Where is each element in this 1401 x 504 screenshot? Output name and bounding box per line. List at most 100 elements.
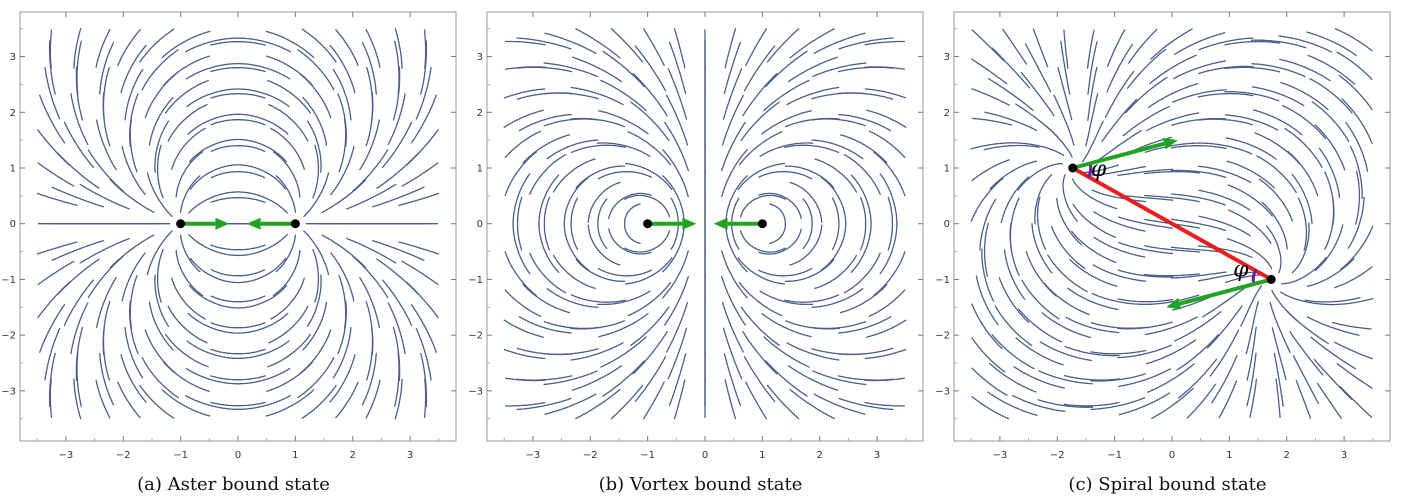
streamline (338, 118, 347, 173)
streamline (838, 397, 894, 411)
streamline (268, 305, 309, 344)
streamline (831, 197, 840, 251)
streamline (1091, 189, 1147, 203)
streamline (838, 316, 892, 334)
streamline (210, 197, 266, 203)
streamline (721, 250, 748, 299)
streamline (1065, 316, 1120, 334)
arrow-head (215, 217, 230, 230)
y-tick-label: −1 (468, 275, 483, 286)
streamline (1143, 273, 1201, 277)
streamline (171, 127, 206, 170)
streamline (387, 93, 406, 146)
x-tick-label: 0 (702, 450, 708, 461)
streamline (167, 104, 208, 142)
streamline (185, 62, 239, 80)
streamline (387, 302, 406, 355)
streamline (96, 119, 117, 171)
streamline (971, 159, 1010, 182)
x-tick-label: 0 (235, 450, 241, 461)
streamline (272, 249, 301, 297)
streamline (503, 319, 544, 338)
streamline (784, 259, 835, 282)
streamline (737, 162, 786, 191)
streamline (1172, 89, 1227, 103)
streamline (820, 223, 847, 271)
streamline (1345, 121, 1369, 172)
streamline (627, 131, 672, 166)
streamline (843, 252, 881, 294)
streamline (73, 378, 82, 420)
streamline (267, 333, 312, 368)
streamline (1017, 163, 1063, 191)
streamline (529, 252, 567, 294)
streamline (1170, 145, 1227, 150)
streamline (552, 254, 596, 290)
streamline (210, 295, 266, 303)
streamline (602, 360, 645, 397)
streamline (1041, 312, 1092, 339)
streamline (518, 113, 572, 132)
arrow-head (682, 217, 697, 230)
streamline (1170, 193, 1226, 206)
x-tick-label: 1 (1226, 450, 1232, 461)
x-tick-label: 2 (350, 450, 356, 461)
x-tick-label: 1 (292, 450, 298, 461)
streamline (971, 367, 1008, 396)
streamline (1340, 225, 1374, 270)
streamline (188, 284, 239, 309)
streamline (186, 88, 239, 108)
y-tick-label: 3 (477, 52, 483, 63)
streamline (398, 192, 440, 207)
y-tick-label: 3 (10, 52, 16, 63)
streamline (552, 158, 596, 193)
streamline (188, 191, 239, 214)
streamline (1333, 341, 1373, 360)
streamline (410, 94, 437, 144)
streamline (398, 241, 440, 255)
streamline (721, 148, 748, 198)
streamline (361, 352, 377, 406)
streamline (302, 301, 328, 351)
streamline (1118, 392, 1171, 416)
streamline (634, 356, 667, 403)
streamline (372, 186, 425, 208)
streamline (1331, 321, 1373, 330)
y-tick-label: −2 (468, 331, 483, 342)
streamline (570, 144, 626, 154)
streamline (1198, 65, 1254, 75)
streamline (837, 66, 894, 73)
streamline (743, 356, 776, 403)
streamline (543, 118, 600, 127)
streamline (759, 290, 814, 306)
streamline (758, 171, 813, 180)
streamline (721, 94, 744, 146)
streamlines (503, 28, 907, 420)
arrow-head (1162, 137, 1178, 150)
streamline (610, 28, 644, 63)
streamline (1334, 28, 1373, 52)
streamline (1122, 105, 1170, 137)
streamline (1151, 387, 1194, 420)
streamline (879, 173, 898, 225)
streamline (237, 340, 290, 360)
streamline (1314, 224, 1344, 272)
streamline (627, 281, 672, 317)
streamline (299, 329, 332, 375)
streamline (405, 281, 439, 319)
streamline (312, 248, 320, 303)
streamline (723, 353, 742, 406)
streamline (1225, 137, 1277, 160)
streamline (79, 237, 130, 264)
defect-point (176, 219, 186, 229)
streamline (516, 196, 523, 251)
streamline (1251, 86, 1305, 107)
streamline (299, 73, 332, 119)
x-tick-label: −1 (1107, 450, 1122, 461)
streamline (722, 327, 743, 380)
streamline (784, 294, 840, 303)
streamline (1069, 258, 1118, 287)
streamline (971, 117, 1013, 126)
streamline (742, 73, 778, 117)
streamline (330, 145, 355, 196)
